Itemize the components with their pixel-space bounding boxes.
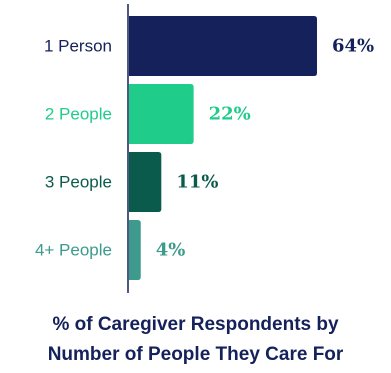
bar (129, 84, 194, 144)
bar-chart: 1 Person 64% 2 People 22% 3 People 11% 4+ Peop… (35, 4, 374, 293)
bar (129, 152, 162, 212)
category-label: 4+ People (35, 241, 112, 260)
value-label: 22% (209, 104, 251, 125)
value-label: 64% (332, 36, 374, 57)
chart-title-line-1: % of Caregiver Respondents by (52, 314, 339, 335)
bar (129, 220, 141, 280)
category-label: 3 People (45, 173, 112, 192)
chart-title-line-2: Number of People They Care For (47, 344, 344, 365)
category-label: 2 People (45, 105, 112, 124)
bar (129, 16, 317, 76)
category-label: 1 Person (44, 37, 112, 56)
chart-title: % of Caregiver Respondents by Number of … (0, 310, 391, 370)
value-label: 4% (156, 240, 186, 261)
value-label: 11% (176, 172, 218, 193)
